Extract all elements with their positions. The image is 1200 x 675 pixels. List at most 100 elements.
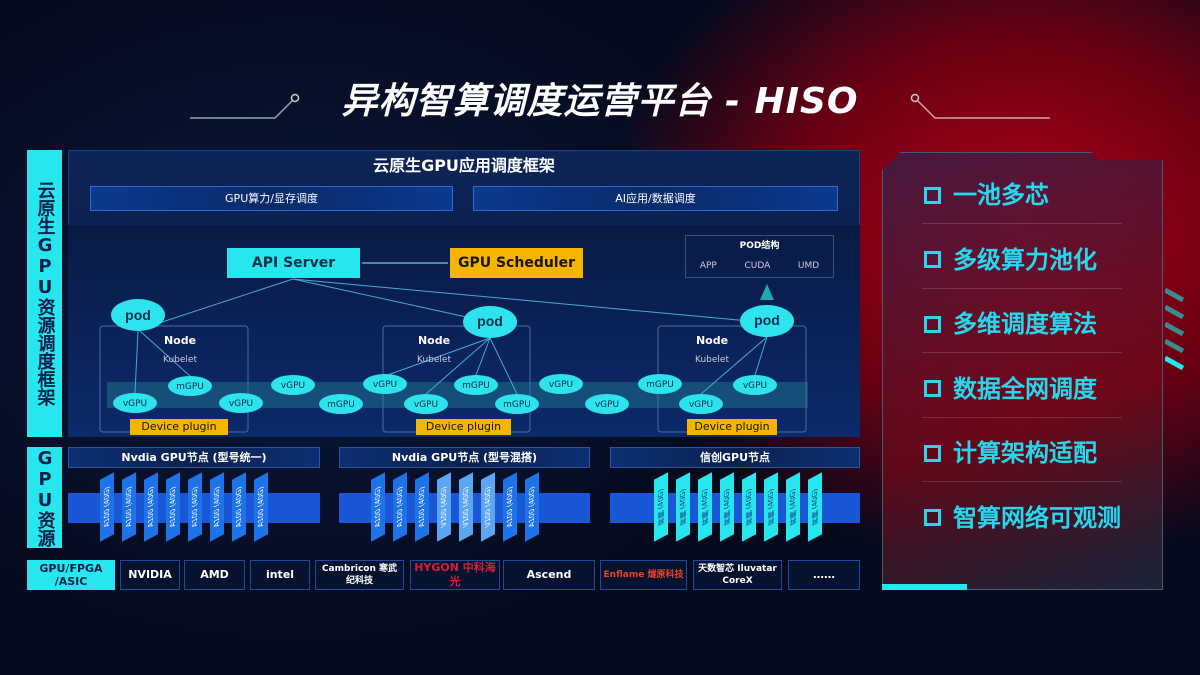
gpu-label: mGPU bbox=[176, 382, 204, 392]
divider bbox=[922, 352, 1122, 353]
pod-structure-item: CUDA bbox=[744, 261, 771, 271]
feature-label: 智算网络可观测 bbox=[953, 503, 1121, 532]
gpu-card: 昇腾 (40G) bbox=[676, 472, 690, 542]
features-panel bbox=[882, 152, 1163, 590]
pod-label: pod bbox=[125, 307, 151, 323]
gpu-card: A100 (40G) bbox=[393, 472, 407, 542]
kubelet-label: Kubelet bbox=[163, 355, 197, 365]
connection-lines bbox=[134, 262, 768, 395]
gpu-card: 昇腾 (40G) bbox=[808, 472, 822, 542]
gpu-card: A100 (40G) bbox=[503, 472, 517, 542]
gpu-ellipse bbox=[271, 375, 315, 395]
chips-side-label: GPU/FPGA /ASIC bbox=[27, 560, 115, 590]
divider bbox=[922, 287, 1122, 289]
device-plugin-2: Device plugin bbox=[416, 419, 511, 435]
checkbox-square-icon bbox=[924, 251, 941, 268]
feature-label: 多维调度算法 bbox=[953, 310, 1097, 338]
feature-label: 多级算力池化 bbox=[953, 245, 1097, 274]
vendor-logo-enflame: Enflame 燧原科技 bbox=[600, 560, 687, 590]
gpu-card: V100 (40G) bbox=[481, 472, 495, 542]
gpu-card: A100 (40G) bbox=[525, 472, 539, 542]
framework-title: 云原生GPU应用调度框架 bbox=[373, 156, 555, 175]
subbar-gpu-scheduling: GPU算力/显存调度 bbox=[90, 186, 453, 211]
feature-item: 智算网络可观测 bbox=[924, 503, 1121, 533]
feature-item: 多级算力池化 bbox=[924, 245, 1097, 275]
gpu-ellipse bbox=[168, 376, 212, 396]
gpu-label: vGPU bbox=[549, 380, 573, 390]
gpu-card: 昇腾 (40G) bbox=[786, 472, 800, 542]
kubelet-label: Kubelet bbox=[417, 355, 451, 365]
gpu-node-header: 信创GPU节点 bbox=[610, 447, 860, 468]
node-box-3 bbox=[657, 325, 807, 433]
api-server-box: API Server bbox=[227, 248, 360, 278]
gpu-card: A100 (40G) bbox=[232, 472, 246, 542]
gpu-ellipse bbox=[495, 394, 539, 414]
gpu-label: vGPU bbox=[281, 381, 305, 391]
gpu-label: vGPU bbox=[229, 399, 253, 409]
gpu-card: 昇腾 (40G) bbox=[742, 472, 756, 542]
device-plugin-3: Device plugin bbox=[687, 419, 777, 435]
gpu-label: vGPU bbox=[689, 400, 713, 410]
gpu-ellipse bbox=[679, 394, 723, 414]
pod-label: pod bbox=[477, 313, 503, 329]
feature-label: 数据全网调度 bbox=[953, 374, 1097, 403]
framework-side-label: 云原生GPU资源调度框架 bbox=[27, 150, 62, 437]
vendor-logo-more: …… bbox=[788, 560, 860, 590]
gpu-card: 昇腾 (40G) bbox=[654, 472, 668, 542]
gpu-ellipse bbox=[363, 374, 407, 394]
gpu-ellipses: vGPU mGPU vGPU vGPU mGPU vGPU vGPU mGPU mGPU vGPU… bbox=[113, 374, 777, 414]
gpu-label: mGPU bbox=[462, 381, 490, 391]
gpu-card: A100 (40G) bbox=[144, 472, 158, 542]
feature-label: 一池多芯 bbox=[953, 181, 1049, 209]
checkbox-square-icon bbox=[924, 444, 941, 462]
accent-bar bbox=[882, 584, 967, 590]
vendor-logo-nvidia: NVIDIA bbox=[120, 560, 180, 590]
gpu-ellipse bbox=[219, 393, 263, 413]
divider bbox=[922, 416, 1122, 418]
gpu-ellipse bbox=[585, 394, 629, 414]
gpu-label: mGPU bbox=[503, 400, 531, 410]
gpu-card: A100 (40G) bbox=[210, 472, 224, 542]
gpu-card: V100 (40G) bbox=[459, 472, 473, 542]
title-decoration bbox=[190, 93, 1050, 119]
gpu-label: vGPU bbox=[373, 380, 397, 390]
vendor-logo-ascend: Ascend bbox=[503, 560, 595, 590]
gpu-card: V100 (40G) bbox=[437, 472, 451, 542]
vendor-logo-iluvatar-corex: 天数智芯 Iluvatar CoreX bbox=[693, 560, 782, 590]
gpu-ellipse bbox=[638, 374, 682, 394]
scheduling-diagram: vGPU mGPU vGPU vGPU mGPU vGPU vGPU mGPU mGPU vGPU… bbox=[99, 262, 808, 433]
gpu-card: 昇腾 (40G) bbox=[698, 472, 712, 542]
feature-label: 计算架构适配 bbox=[953, 439, 1097, 467]
pod-structure-box: POD结构 APP CUDA UMD bbox=[685, 235, 834, 278]
pod-3 bbox=[740, 305, 794, 337]
stripe-decoration bbox=[1165, 287, 1185, 371]
resources-side-label: GPU资源 bbox=[27, 447, 62, 548]
gpu-label: vGPU bbox=[595, 400, 619, 410]
vendor-logo-amd: AMD bbox=[184, 560, 245, 590]
up-arrow-icon bbox=[760, 284, 774, 300]
vendor-logo-cambricon: Cambricon 寒武纪科技 bbox=[315, 560, 404, 590]
device-plugin-1: Device plugin bbox=[130, 419, 228, 435]
gpu-label: vGPU bbox=[414, 400, 438, 410]
node-label: Node bbox=[696, 334, 728, 347]
pod-structure-title: POD结构 bbox=[739, 241, 780, 251]
gpu-label: mGPU bbox=[327, 400, 355, 410]
gpu-label: vGPU bbox=[743, 381, 767, 391]
gpu-card: A100 (40G) bbox=[415, 472, 429, 542]
gpu-card: A100 (40G) bbox=[166, 472, 180, 542]
gpu-scheduler-box: GPU Scheduler bbox=[450, 248, 583, 278]
gpu-ellipse bbox=[113, 393, 157, 413]
checkbox-square-icon bbox=[924, 380, 941, 397]
feature-item: 多维调度算法 bbox=[924, 309, 1097, 339]
gpu-node-header: Nvdia GPU节点 (型号统一) bbox=[68, 447, 320, 468]
pods bbox=[111, 299, 794, 338]
vendor-logo-intel: intel bbox=[250, 560, 310, 590]
pod-label: pod bbox=[754, 312, 780, 328]
gpu-card: 昇腾 (40G) bbox=[720, 472, 734, 542]
node-label: Node bbox=[164, 334, 196, 347]
vendor-logo-hygon: HYGON 中科海光 bbox=[410, 560, 500, 590]
gpu-label: vGPU bbox=[123, 399, 147, 409]
divider bbox=[922, 223, 1122, 224]
pod-structure-item: APP bbox=[699, 261, 717, 271]
node-label: Node bbox=[418, 334, 450, 347]
